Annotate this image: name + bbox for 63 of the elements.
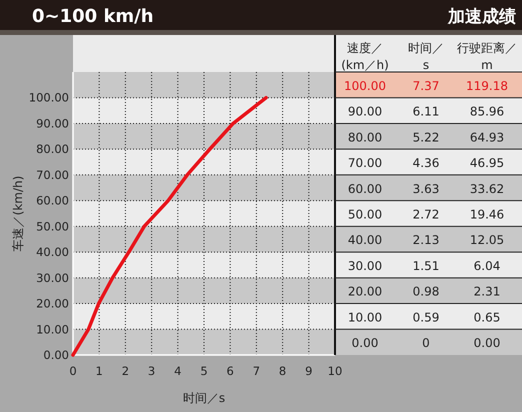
x-tick-label: 7 — [252, 364, 260, 378]
x-tick-label: 9 — [305, 364, 312, 378]
text: 0.98 — [412, 284, 440, 299]
text: 行驶距离／ m — [457, 41, 517, 72]
x-tick-label: 4 — [174, 364, 182, 378]
text: 0 — [422, 336, 430, 350]
text: 速度／ (km／h) — [341, 41, 389, 72]
x-tick-label: 1 — [96, 364, 103, 378]
text: 40.00 — [348, 233, 382, 248]
y-tick-label: 50.00 — [36, 219, 69, 234]
text: 4.36 — [412, 156, 440, 170]
text: 85.96 — [470, 104, 504, 119]
text: 12.05 — [470, 233, 504, 248]
text: 加速成绩 — [447, 7, 516, 27]
x-tick-label: 3 — [148, 364, 156, 378]
text: 70.00 — [348, 156, 382, 170]
x-tick-label: 10 — [328, 364, 342, 378]
text: 3.63 — [412, 182, 440, 196]
text: 60.00 — [348, 182, 382, 196]
text: 0.00 — [474, 336, 500, 350]
text: 1.51 — [412, 258, 440, 273]
text: 5.22 — [412, 130, 440, 144]
x-tick-label: 8 — [278, 364, 286, 378]
text: 时间／ s — [408, 41, 444, 72]
text: 20.00 — [348, 284, 382, 299]
chart-title: 0~100 km/h — [32, 6, 154, 27]
text: 2.31 — [474, 284, 500, 299]
text: 0.00 — [352, 336, 378, 350]
y-tick-label: 70.00 — [36, 168, 69, 182]
text: 2.72 — [412, 208, 440, 222]
y-tick-label: 40.00 — [36, 245, 69, 260]
y-tick-label: 20.00 — [36, 296, 69, 311]
text: 10.00 — [348, 310, 382, 324]
y-tick-label: 60.00 — [36, 194, 69, 208]
text: 46.95 — [470, 156, 504, 170]
text: 0.59 — [412, 310, 440, 324]
y-tick-label: 100.00 — [28, 90, 69, 105]
text: 0.65 — [474, 310, 500, 324]
y-tick-label: 30.00 — [36, 270, 69, 285]
text: 33.62 — [470, 182, 504, 196]
text: 80.00 — [348, 130, 382, 144]
text: 7.37 — [412, 78, 440, 93]
y-axis-title: 车速／(km/h) — [11, 176, 25, 252]
y-tick-label: 90.00 — [36, 116, 69, 130]
text: 64.93 — [470, 130, 504, 144]
x-tick-label: 5 — [200, 364, 208, 378]
text: 30.00 — [348, 258, 382, 273]
x-axis-title: 时间／s — [182, 391, 226, 405]
x-tick-label: 6 — [226, 364, 234, 378]
text: 100.00 — [344, 78, 386, 93]
text: 19.46 — [470, 208, 504, 222]
x-tick-label: 0 — [69, 364, 77, 378]
text: 119.18 — [466, 78, 508, 93]
y-tick-label: 0.00 — [43, 348, 69, 362]
text: 6.04 — [474, 258, 500, 273]
y-tick-label: 10.00 — [36, 322, 69, 336]
text: 6.11 — [412, 104, 440, 119]
x-tick-label: 2 — [122, 364, 130, 378]
y-tick-label: 80.00 — [36, 142, 69, 156]
line-series — [71, 96, 268, 357]
text: 2.13 — [412, 233, 440, 248]
text: 90.00 — [348, 104, 382, 119]
text: 50.00 — [348, 208, 382, 222]
